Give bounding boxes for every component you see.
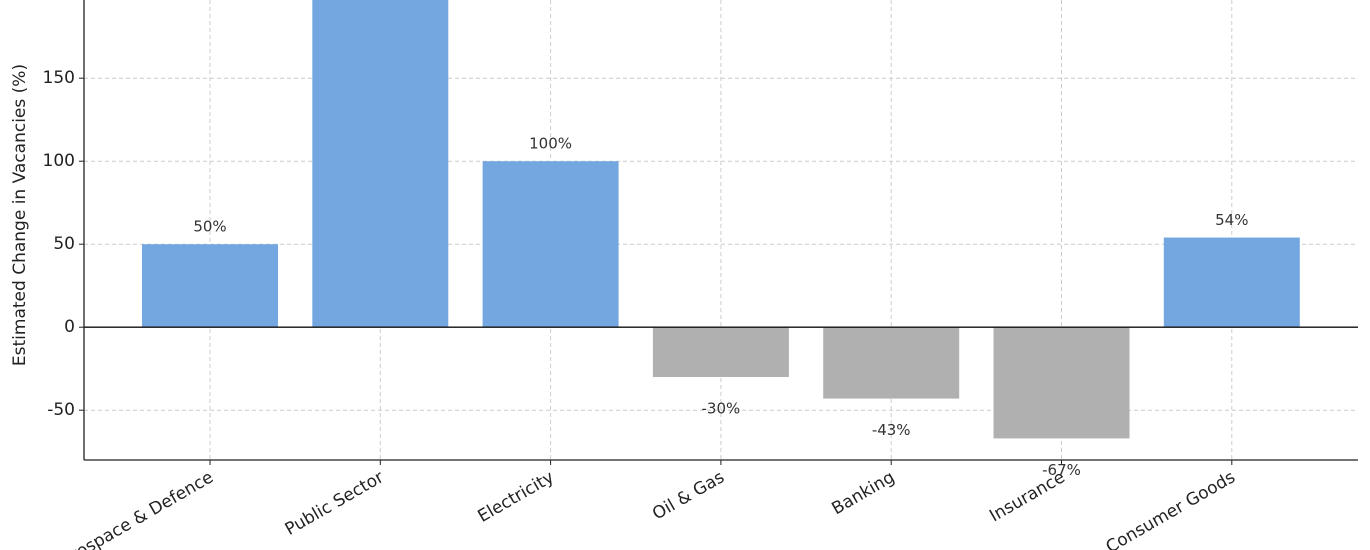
x-tick-label: Public Sector xyxy=(282,467,388,540)
y-tick-label: 0 xyxy=(64,317,75,337)
y-tick-label: 150 xyxy=(43,68,75,88)
y-axis-label: Estimated Change in Vacancies (%) xyxy=(10,64,30,366)
value-label: -67% xyxy=(1042,461,1081,479)
bar xyxy=(482,161,619,328)
value-label: 50% xyxy=(193,218,226,236)
bar xyxy=(993,327,1130,439)
y-tick-label: 200 xyxy=(43,0,75,5)
y-tick-label: 100 xyxy=(43,151,75,171)
y-tick-label: -50 xyxy=(47,400,75,420)
bar xyxy=(652,327,789,377)
y-tick-label: 50 xyxy=(53,234,75,254)
x-tick-label: Electricity xyxy=(474,467,557,527)
x-tick-label: Oil & Gas xyxy=(649,467,728,524)
value-label: -30% xyxy=(702,400,741,418)
bar xyxy=(1163,237,1300,328)
bar xyxy=(823,327,960,399)
bar xyxy=(142,244,278,328)
value-label: 100% xyxy=(529,135,572,153)
value-label: -43% xyxy=(872,421,911,439)
x-tick-label: Aerospace & Defence xyxy=(48,467,217,550)
value-label: 54% xyxy=(1215,211,1248,229)
x-tick-label: Banking xyxy=(828,467,898,519)
bar xyxy=(312,0,449,328)
x-tick-label: Consumer Goods xyxy=(1103,467,1239,550)
